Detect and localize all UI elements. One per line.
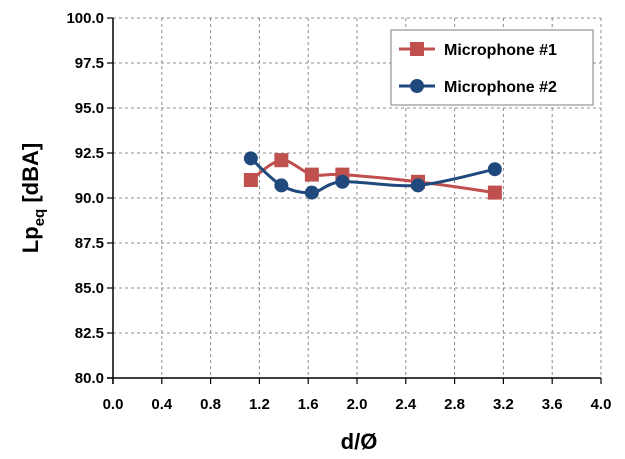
series-2-point — [243, 151, 258, 166]
x-tick-label: 2.8 — [444, 396, 465, 413]
y-tick-label: 85.0 — [75, 280, 104, 297]
y-tick-label: 100.0 — [66, 10, 104, 27]
series-2-point — [487, 162, 502, 177]
y-axis-title-sub: eq — [31, 209, 48, 227]
y-tick-label: 97.5 — [75, 55, 104, 72]
series-2 — [243, 151, 502, 200]
legend-marker — [410, 42, 424, 56]
y-tick-label: 92.5 — [75, 145, 104, 162]
y-axis-title: Lpeq [dBA] — [18, 143, 48, 253]
x-tick-label: 1.2 — [249, 396, 270, 413]
x-tick-label: 0.8 — [200, 396, 221, 413]
x-tick-label: 3.6 — [542, 396, 563, 413]
series-2-point — [304, 185, 319, 200]
series-1-point — [487, 185, 502, 200]
x-tick-label: 3.2 — [493, 396, 514, 413]
y-tick-label: 95.0 — [75, 100, 104, 117]
x-tick-label: 4.0 — [591, 396, 612, 413]
legend-marker — [410, 79, 424, 93]
legend: Microphone #1 Microphone #2 — [390, 29, 594, 106]
y-tick-label: 80.0 — [75, 370, 104, 387]
x-tick-label: 0.0 — [103, 396, 124, 413]
y-axis-title-unit: [dBA] — [18, 143, 43, 209]
y-axis-title-main: Lp — [18, 226, 43, 253]
series-1-point — [274, 153, 289, 168]
legend-label: Microphone #2 — [444, 79, 557, 96]
y-tick-label: 87.5 — [75, 235, 104, 252]
legend-item: Microphone #1 — [399, 42, 557, 59]
tick-labels: 0.0 0.4 0.8 1.2 1.6 2.0 2.4 2.8 3.2 3.6 4.0 80.0 82.… — [66, 10, 611, 413]
x-tick-label: 2.4 — [395, 396, 417, 413]
axes — [107, 17, 602, 384]
legend-box — [390, 29, 594, 106]
legend-label: Microphone #1 — [444, 42, 557, 59]
x-tick-label: 0.4 — [151, 396, 173, 413]
y-tick-label: 82.5 — [75, 325, 104, 342]
series-2-point — [411, 178, 425, 193]
series-2-point — [274, 178, 289, 193]
series-1-point — [243, 173, 258, 187]
series-layer — [243, 151, 502, 200]
x-axis-title: d/Ø — [341, 429, 378, 454]
x-tick-label: 1.6 — [298, 396, 319, 413]
x-tick-label: 2.0 — [347, 396, 368, 413]
y-tick-label: 90.0 — [75, 190, 104, 207]
series-2-point — [335, 174, 350, 189]
series-1-point — [304, 167, 319, 182]
legend-item: Microphone #2 — [399, 79, 557, 96]
